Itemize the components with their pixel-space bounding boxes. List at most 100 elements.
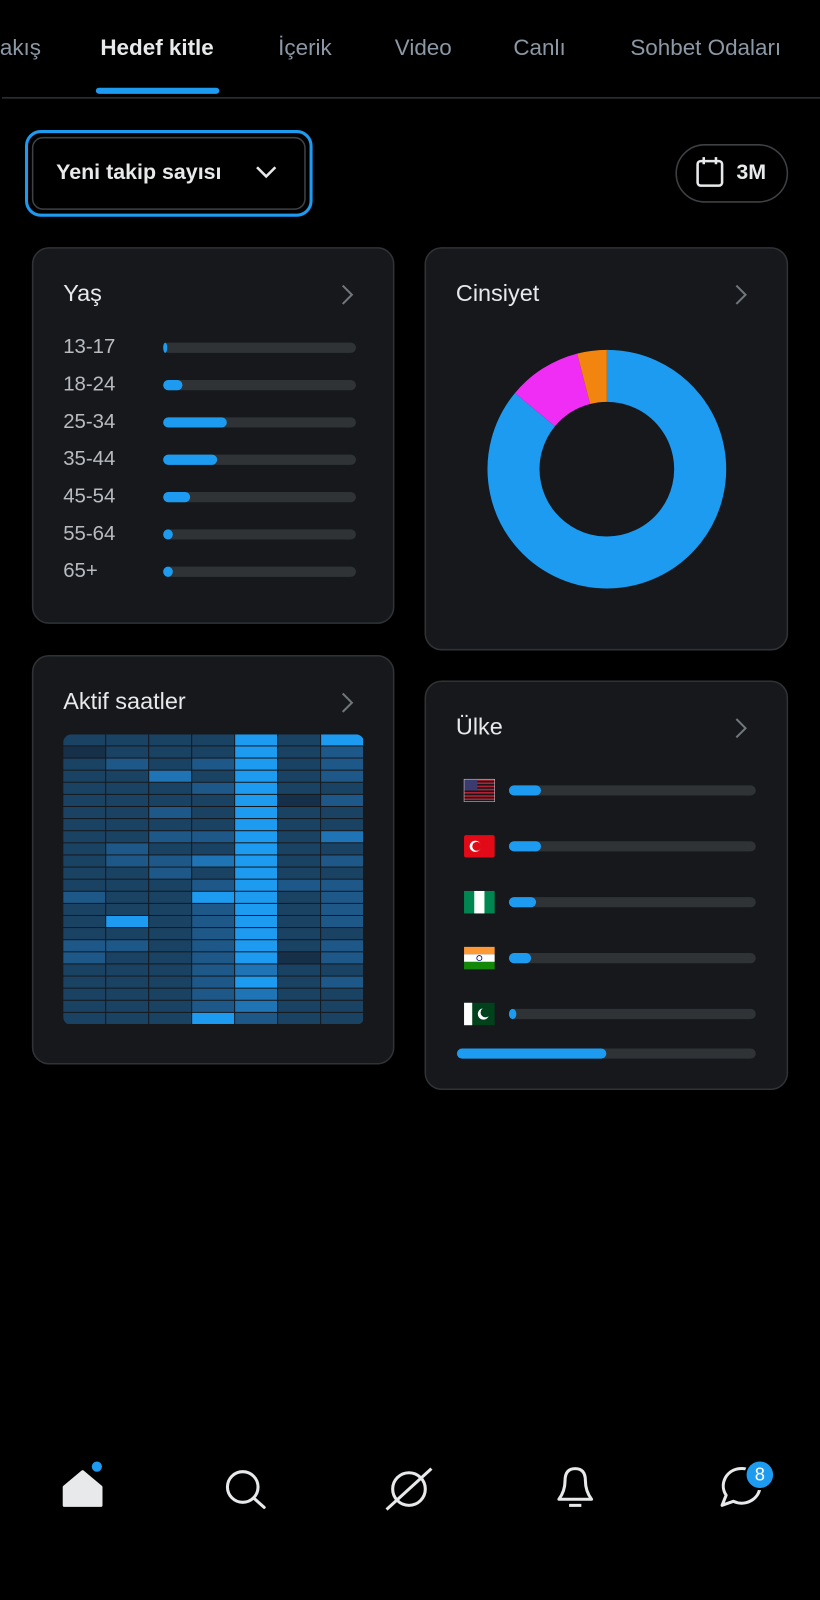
chevron-right[interactable] [341,284,354,305]
bar [163,454,218,465]
heat-cell [278,782,321,794]
badge-count: 8 [755,1464,765,1485]
heat-cell [278,758,321,770]
heat-cell [235,879,278,891]
heat-cell [106,940,149,952]
heat-cell [235,891,278,903]
heat-cell [321,940,364,952]
heat-cell [321,891,364,903]
heat-cell [63,879,106,891]
heat-cell [235,734,278,746]
flag-stripe [464,785,495,788]
nav-grok[interactable] [391,1471,427,1507]
heat-cell [321,746,364,758]
bar [163,380,183,391]
heat-cell [321,867,364,879]
flag-band [464,954,495,962]
bar [163,566,173,577]
heat-cell [63,964,106,976]
chevron-right[interactable] [735,718,747,739]
tab[interactable]: Video [395,35,452,60]
heat-cell [149,819,192,831]
heat-cell [149,867,192,879]
heat-cell [192,976,235,988]
heat-cell [321,794,364,806]
bar [163,342,168,353]
heat-cell [63,806,106,819]
age-label: 55-64 [63,523,115,545]
heat-cell [192,867,235,879]
donut-segment [514,353,592,427]
heat-cell [63,952,106,964]
heat-cell [278,831,321,843]
dropdown-label: Yeni takip sayısı [56,160,221,184]
heat-cell [192,928,235,940]
flag-crescent-cut [472,841,482,851]
heat-cell [63,891,106,903]
heat-cell [149,879,192,891]
age-label: 18-24 [63,374,115,396]
nav-grok-slash [385,1467,433,1511]
heat-cell [321,819,364,831]
heat-cell [106,831,149,843]
heat-cell [106,879,149,891]
heat-cell [63,819,106,831]
age-label: 35-44 [63,448,115,470]
heat-cell [192,940,235,952]
heat-cell [321,831,364,843]
bar-track [508,785,756,796]
bar [508,952,532,964]
bar-track [163,491,356,503]
chevron-down [256,166,277,179]
heat-cell [63,867,106,879]
tab[interactable]: İçerik [278,35,332,60]
heat-cell [321,782,364,794]
tab[interactable]: Hedef kitle [100,35,213,60]
nav-bell[interactable] [557,1467,594,1507]
flag-stripe [464,792,495,794]
heat-cell [278,976,321,988]
tab[interactable]: akış [0,35,41,60]
nav-search[interactable] [225,1470,260,1504]
heatmap [63,734,364,1024]
heat-cell [192,964,235,976]
heat-cell [235,806,278,819]
bar-track [163,566,356,577]
heat-cell [149,843,192,855]
heat-cell [278,988,321,1000]
heat-cell [149,806,192,819]
heat-cell [278,928,321,940]
period-button[interactable] [675,144,789,203]
heat-cell [235,903,278,915]
dropdown[interactable] [31,136,306,210]
heat-cell [321,806,364,819]
heat-cell [192,819,235,831]
flag-band [464,1002,473,1026]
bar [508,841,542,852]
tab[interactable]: Canlı [513,35,565,60]
tab-indicator [95,87,220,94]
card-title: Cinsiyet [456,280,540,306]
heat-cell [235,831,278,843]
heat-cell [106,806,149,819]
heat-cell [278,915,321,928]
heat-cell [149,976,192,988]
card[interactable] [424,247,789,651]
bar [508,1008,517,1020]
tab[interactable]: Sohbet Odaları [630,35,781,60]
heat-cell [278,952,321,964]
heat-cell [63,746,106,758]
card[interactable] [424,680,789,1091]
chevron-right[interactable] [735,284,747,305]
heat-cell [63,734,106,746]
heat-cell [278,891,321,903]
nav-home[interactable] [62,1470,103,1507]
heat-cell [106,758,149,770]
chevron-right[interactable] [341,692,354,713]
heat-cell [192,734,235,746]
heat-cell [278,964,321,976]
heat-cell [278,746,321,758]
age-label: 13-17 [63,336,115,358]
flag-band [474,890,485,914]
